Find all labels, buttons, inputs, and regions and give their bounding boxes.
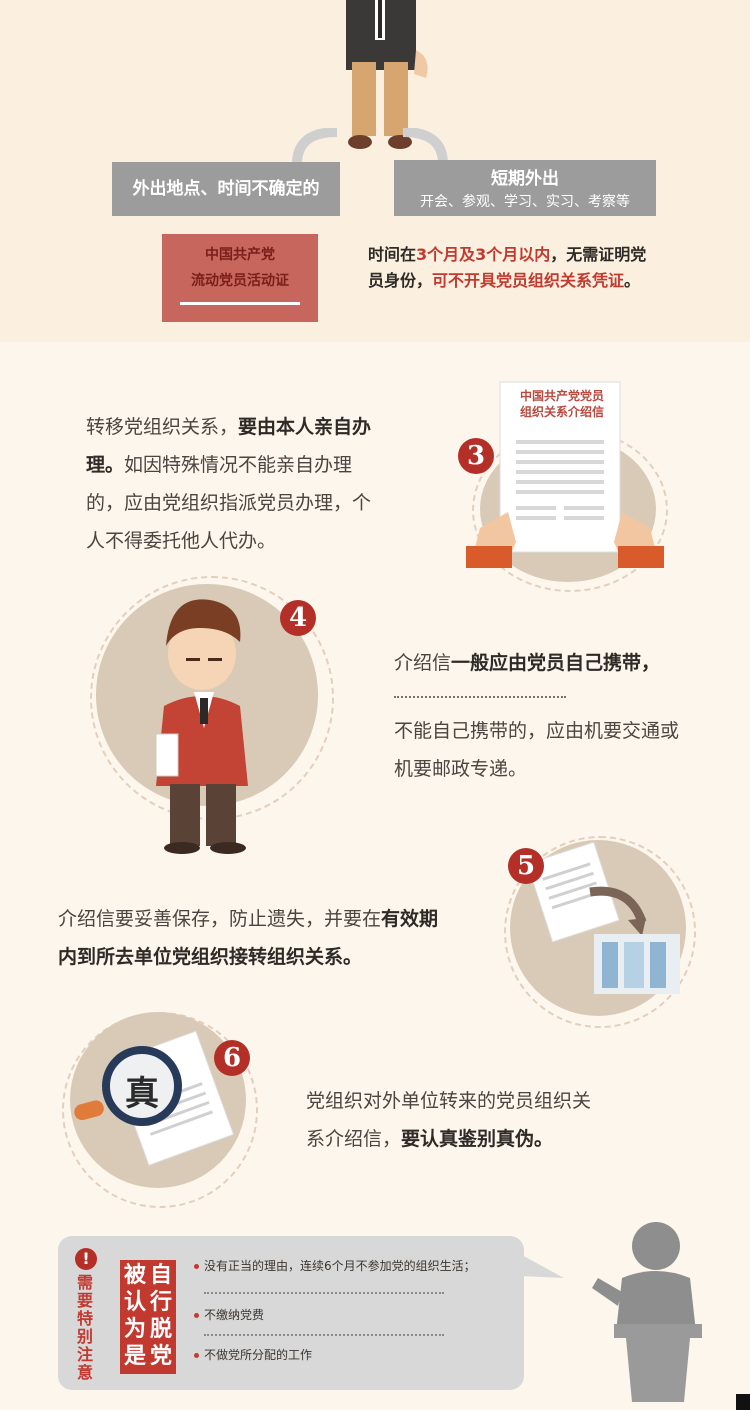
- step4-dotted-divider: [394, 696, 566, 698]
- step4-text: 介绍信一般应由党员自己携带， 不能自己携带的，应由机要交通或机要邮政专递。: [394, 648, 684, 788]
- step4-badge: 4: [280, 600, 316, 636]
- warning-icon: !: [75, 1248, 97, 1270]
- note-text-2: ，无需证明党员身份，: [368, 245, 647, 290]
- step5-text-plain: 介绍信要妥善保存，防止遗失，并要在: [58, 908, 382, 930]
- certificate-rule: [180, 302, 300, 305]
- notice-item-2: 不缴纳党费: [204, 1308, 265, 1322]
- step6-text: 党组织对外单位转来的党员组织关系介绍信，要认真鉴别真伪。: [306, 1082, 606, 1158]
- notice-item-3: 不做党所分配的工作: [204, 1348, 313, 1362]
- step6-badge: 6: [214, 1040, 250, 1076]
- mobile-member-certificate: 中国共产党 流动党员活动证: [162, 234, 318, 322]
- certificate-line1: 中国共产党: [205, 247, 275, 263]
- step3-badge: 3: [458, 438, 494, 474]
- step3-text: 转移党组织关系，要由本人亲自办理。如因特殊情况不能亲自办理的，应由党组织指派党员…: [86, 408, 376, 560]
- notice-divider-1: [204, 1292, 444, 1294]
- notice-item-1: 没有正当的理由，连续6个月不参加党的组织生活；: [204, 1259, 476, 1273]
- deliver-letter-illustration: [530, 842, 680, 994]
- man-figure-illustration: [346, 0, 428, 149]
- letter-title-line1: 中国共产党党员: [519, 389, 604, 403]
- certificate-line2: 流动党员活动证: [191, 273, 289, 289]
- notice-label-col2: 自行脱党: [150, 1263, 173, 1369]
- bullet-dot: [194, 1264, 199, 1269]
- note-text-1: 时间在: [368, 245, 417, 264]
- step6-text-bold: 要认真鉴别真伪。: [401, 1128, 554, 1150]
- corner-mark: [736, 1394, 750, 1410]
- branch-arrows: [292, 128, 448, 165]
- step3-text-bold: 要由本人亲自办理。: [86, 416, 372, 476]
- speaker-illustration: [592, 1222, 702, 1402]
- introduction-letter-illustration: [466, 381, 664, 568]
- step5-text: 介绍信要妥善保存，防止遗失，并要在有效期内到所去单位党组织接转组织关系。: [58, 900, 450, 976]
- notice-label-block: [120, 1260, 176, 1374]
- authenticity-seal-char: 真: [125, 1074, 159, 1114]
- note-highlight-1: 3个月及3个月以内: [416, 245, 551, 264]
- step4-text-bold: 一般应由党员自己携带，: [451, 652, 661, 674]
- short-trip-note: 时间在3个月及3个月以内，无需证明党员身份，可不开具党员组织关系凭证。: [368, 242, 650, 294]
- step5-dashed-ring: [504, 836, 696, 1028]
- step3-text-plain2: 如因特殊情况不能亲自办理的，应由党组织指派党员办理，个人不得委托他人代办。: [86, 454, 372, 552]
- option-short-trip-box: 短期外出 开会、参观、学习、实习、考察等: [394, 160, 656, 216]
- letter-title: 中国共产党党员 组织关系介绍信: [512, 388, 612, 420]
- step4-text-plain2: 不能自己携带的，应由机要交通或机要邮政专递。: [394, 720, 680, 780]
- note-text-3: 。: [624, 271, 641, 290]
- note-highlight-2: 可不开具党员组织关系凭证: [432, 271, 625, 290]
- step4-text-plain1: 介绍信: [394, 652, 452, 674]
- speech-tail: [520, 1254, 564, 1278]
- notice-label-col1: 被认为是: [124, 1263, 147, 1369]
- short-trip-title: 短期外出: [491, 169, 559, 189]
- step5-badge: 5: [508, 848, 544, 884]
- notice-divider-2: [204, 1334, 444, 1336]
- option-uncertain-label: 外出地点、时间不确定的: [132, 179, 320, 199]
- short-trip-subtitle: 开会、参观、学习、实习、考察等: [420, 194, 630, 210]
- verify-letter-illustration: [74, 1030, 235, 1166]
- letter-title-line2: 组织关系介绍信: [519, 405, 604, 419]
- notice-side-label: 需要特别注意: [77, 1273, 94, 1382]
- bullet-dot: [194, 1313, 199, 1318]
- step3-text-plain1: 转移党组织关系，: [86, 416, 239, 438]
- bullet-dot: [194, 1353, 199, 1358]
- step5-text-bold: 有效期内到所去单位党组织接转组织关系。: [58, 908, 439, 968]
- option-uncertain-box: 外出地点、时间不确定的: [112, 162, 340, 216]
- step6-text-plain: 党组织对外单位转来的党员组织关系介绍信，: [306, 1090, 592, 1150]
- party-member-illustration: [155, 599, 248, 854]
